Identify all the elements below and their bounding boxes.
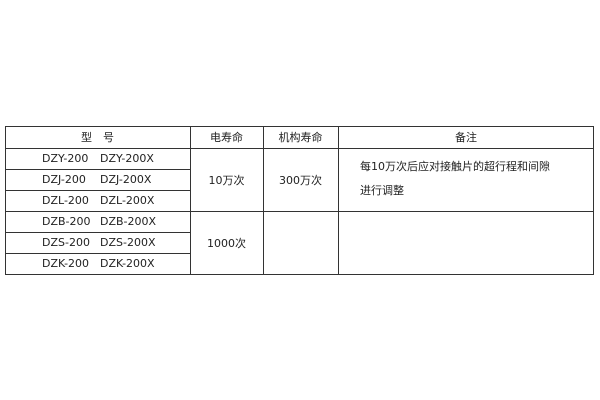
model-name: DZY-200 xyxy=(42,152,89,165)
header-remarks: 备注 xyxy=(455,131,477,144)
column-divider xyxy=(263,126,264,275)
header-model: 型 号 xyxy=(81,131,114,144)
table-row: DZJ-200 DZJ-200X xyxy=(5,169,190,190)
model-name-x: DZK-200X xyxy=(100,257,155,270)
table-border-bottom xyxy=(5,274,594,275)
column-divider xyxy=(190,126,191,275)
table-border-left xyxy=(5,126,6,275)
model-name-x: DZB-200X xyxy=(100,215,157,228)
table-border-right xyxy=(593,126,594,275)
row-divider xyxy=(5,232,190,233)
header-mechanical-life: 机构寿命 xyxy=(278,131,323,144)
column-divider xyxy=(338,126,339,275)
electrical-life-cell: 10万次 xyxy=(208,173,245,187)
model-name: DZS-200 xyxy=(42,236,90,249)
table-row: DZS-200 DZS-200X xyxy=(5,232,190,253)
table-row: DZB-200 DZB-200X xyxy=(5,211,190,232)
model-name: DZB-200 xyxy=(42,215,91,228)
group-divider xyxy=(5,211,594,212)
table-row: DZY-200 DZY-200X xyxy=(5,148,190,169)
row-divider xyxy=(5,190,190,191)
row-divider xyxy=(5,253,190,254)
model-name: DZK-200 xyxy=(42,257,90,270)
row-divider xyxy=(5,169,190,170)
mechanical-life-cell: 300万次 xyxy=(279,173,322,187)
header-electrical-life: 电寿命 xyxy=(210,131,243,144)
header-divider xyxy=(5,148,594,149)
table-row: DZL-200 DZL-200X xyxy=(5,190,190,211)
electrical-life-cell: 1000次 xyxy=(207,236,246,250)
model-name-x: DZY-200X xyxy=(100,152,154,165)
model-name: DZL-200 xyxy=(42,194,89,207)
model-name: DZJ-200 xyxy=(42,173,86,186)
table-row: DZK-200 DZK-200X xyxy=(5,253,190,274)
remarks-line-2: 进行调整 xyxy=(360,184,404,197)
table-border-top xyxy=(5,126,594,127)
model-name-x: DZS-200X xyxy=(100,236,156,249)
mechanical-life-cell xyxy=(263,211,338,274)
model-name-x: DZL-200X xyxy=(100,194,155,207)
model-name-x: DZJ-200X xyxy=(100,173,152,186)
remarks-cell xyxy=(338,211,594,274)
remarks-line-1: 每10万次后应对接触片的超行程和间隙 xyxy=(360,160,550,173)
